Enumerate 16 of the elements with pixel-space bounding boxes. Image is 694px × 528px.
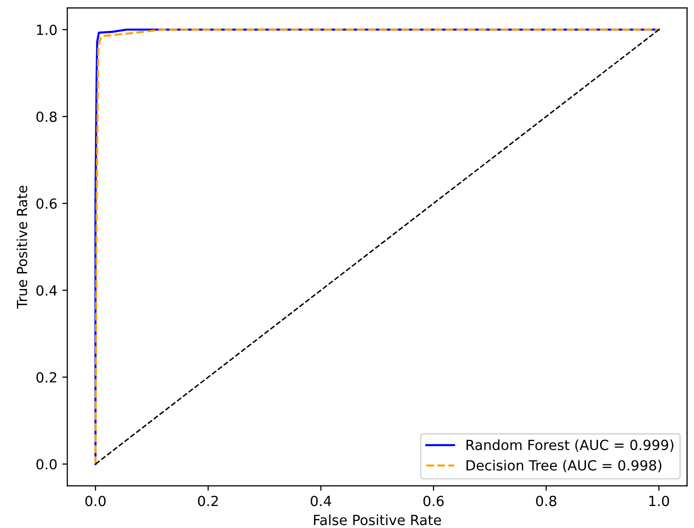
x-axis-title: False Positive Rate [314, 514, 441, 526]
x-tick-label: 0.0 [85, 496, 106, 506]
x-tick-label: 0.4 [310, 496, 332, 506]
y-axis-title: True Positive Rate [16, 186, 28, 309]
y-tick-label: 0.6 [36, 198, 57, 209]
legend-label: Random Forest (AUC = 0.999) [466, 439, 674, 452]
y-tick-label: 0.2 [36, 372, 56, 383]
y-tick-label: 1.0 [37, 24, 57, 36]
y-tick-label: 0.8 [36, 111, 57, 122]
legend-label: Decision Tree (AUC = 0.998) [466, 460, 662, 472]
x-tick-label: 0.8 [536, 496, 556, 506]
x-tick-label: 0.2 [198, 496, 218, 506]
y-tick-label: 0.4 [36, 285, 57, 296]
y-tick-label: 0.0 [36, 459, 57, 470]
x-tick-label: 1.0 [649, 496, 670, 506]
x-tick-label: 0.6 [423, 496, 444, 506]
